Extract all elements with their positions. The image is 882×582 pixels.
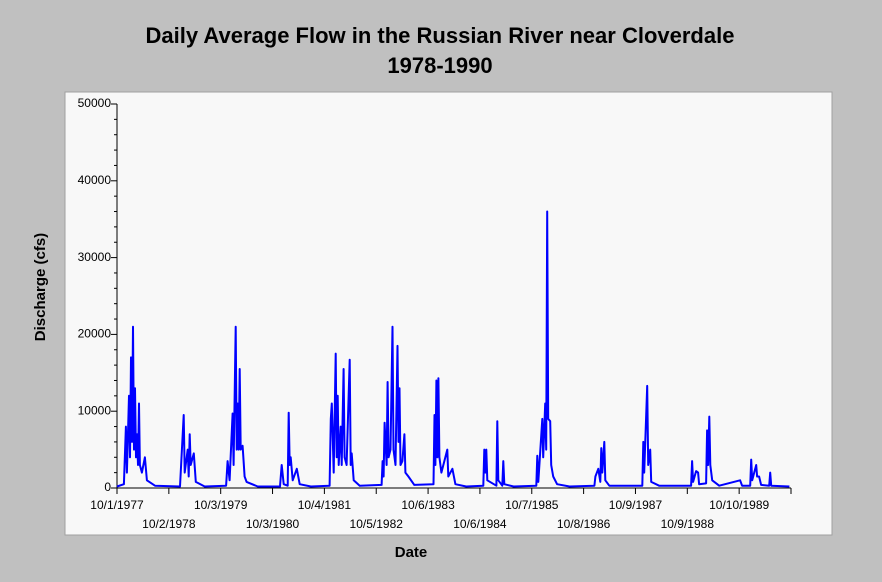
y-tick-label: 10000 xyxy=(78,403,112,417)
y-axis-label: Discharge (cfs) xyxy=(32,233,49,341)
x-tick-label: 10/1/1977 xyxy=(90,498,144,512)
y-tick-label: 50000 xyxy=(78,96,112,110)
x-tick-label: 10/7/1985 xyxy=(505,498,559,512)
x-tick-label: 10/6/1983 xyxy=(401,498,455,512)
x-tick-label: 10/2/1978 xyxy=(142,517,196,531)
x-tick-label: 10/10/1989 xyxy=(709,498,769,512)
x-tick-label: 10/3/1979 xyxy=(194,498,248,512)
y-tick-label: 0 xyxy=(104,480,111,494)
y-tick-label: 20000 xyxy=(78,327,112,341)
x-tick-label: 10/3/1980 xyxy=(246,517,300,531)
chart-title: Daily Average Flow in the Russian River … xyxy=(146,23,735,48)
x-tick-label: 10/8/1986 xyxy=(557,517,611,531)
x-tick-label: 10/6/1984 xyxy=(453,517,507,531)
chart-subtitle: 1978-1990 xyxy=(387,53,492,78)
y-tick-label: 30000 xyxy=(78,250,112,264)
x-tick-label: 10/4/1981 xyxy=(298,498,352,512)
x-tick-label: 10/9/1987 xyxy=(609,498,663,512)
x-axis-label: Date xyxy=(395,544,428,561)
x-tick-label: 10/5/1982 xyxy=(350,517,404,531)
x-tick-label: 10/9/1988 xyxy=(661,517,715,531)
y-tick-label: 40000 xyxy=(78,173,112,187)
flow-line xyxy=(116,210,790,488)
